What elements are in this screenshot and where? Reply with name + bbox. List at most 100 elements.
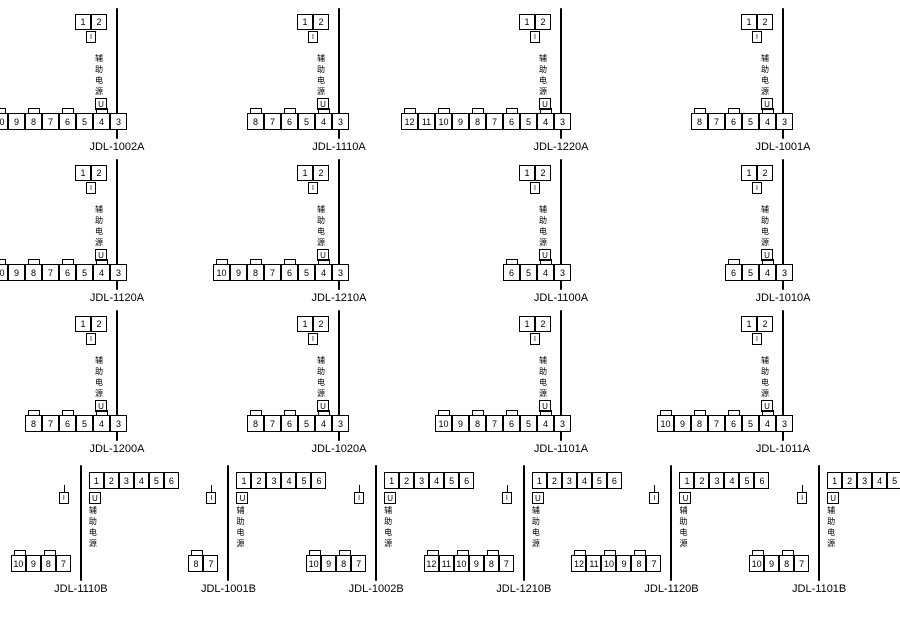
i-label: I	[206, 492, 216, 504]
terminal-cell: 3	[562, 472, 577, 489]
terminal-cell: 1	[384, 472, 399, 489]
aux-power-label: U辅助电源	[532, 492, 544, 549]
terminal-cell: 4	[93, 264, 110, 281]
terminal-cell: 1	[741, 14, 757, 30]
i-label: I	[752, 333, 762, 345]
aux-power-label: 辅助电源U	[761, 204, 773, 261]
i-label: I	[752, 182, 762, 194]
top-pair: 12I	[519, 316, 551, 345]
terminal-cell: 8	[779, 555, 794, 572]
model-label: JDL-1200A	[89, 443, 144, 455]
terminal-cell: 1	[297, 14, 313, 30]
terminal-cell: 8	[469, 113, 486, 130]
terminal-cell: 3	[857, 472, 872, 489]
i-label: I	[308, 182, 318, 194]
terminal-cell: 2	[399, 472, 414, 489]
i-label: I	[86, 333, 96, 345]
terminal-cell: 3	[776, 264, 793, 281]
top-pair: 12I	[741, 14, 773, 43]
model-label: JDL-1210A	[311, 292, 366, 304]
terminal-cell: 8	[469, 415, 486, 432]
terminal-cell: 8	[188, 555, 203, 572]
terminal-cell: 8	[247, 415, 264, 432]
terminal-cell: 6	[503, 113, 520, 130]
aux-power-label: 辅助电源U	[539, 53, 551, 110]
terminal-cell: 10	[11, 555, 26, 572]
terminal-cell: 7	[351, 555, 366, 572]
aux-power-label: 辅助电源U	[95, 355, 107, 412]
top-strip: 123456	[827, 472, 900, 489]
terminal-cell: 10	[657, 415, 674, 432]
terminal-cell: 4	[759, 264, 776, 281]
terminal-cell: 5	[520, 415, 537, 432]
bottom-strip: 10987	[11, 555, 71, 572]
terminal-cell: 6	[607, 472, 622, 489]
terminal-cell: 10	[454, 555, 469, 572]
terminal-cell: 1	[519, 165, 535, 181]
terminal-cell: 4	[537, 264, 554, 281]
terminal-cell: 3	[110, 113, 127, 130]
terminal-cell: 10	[435, 113, 452, 130]
model-label: JDL-1220A	[533, 141, 588, 153]
terminal-cell: 5	[298, 113, 315, 130]
terminal-cell: 4	[93, 415, 110, 432]
i-label: I	[86, 31, 96, 43]
top-pair: 12I	[519, 165, 551, 194]
terminal-cell: 5	[520, 113, 537, 130]
terminal-cell: 4	[315, 113, 332, 130]
terminal-cell: 3	[776, 415, 793, 432]
terminal-cell: 1	[679, 472, 694, 489]
terminal-cell: 7	[56, 555, 71, 572]
terminal-cell: 9	[469, 555, 484, 572]
terminal-cell: 8	[25, 415, 42, 432]
terminal-cell: 1	[75, 165, 91, 181]
model-label: JDL-1110A	[312, 141, 365, 153]
terminal-cell: 9	[26, 555, 41, 572]
terminal-cell: 3	[332, 415, 349, 432]
terminal-cell: 10	[306, 555, 321, 572]
terminal-cell: 8	[691, 415, 708, 432]
diagram-panel: 123456U辅助电源I87	[227, 465, 229, 581]
terminal-cell: 12	[401, 113, 418, 130]
terminal-cell: 5	[592, 472, 607, 489]
terminal-cell: 3	[554, 264, 571, 281]
terminal-cell: 4	[724, 472, 739, 489]
terminal-cell: 6	[725, 264, 742, 281]
terminal-cell: 8	[41, 555, 56, 572]
model-label: JDL-1210B	[496, 583, 551, 595]
diagram-panel: 12I辅助电源U109876543	[338, 159, 340, 290]
terminal-cell: 2	[694, 472, 709, 489]
terminal-cell: 2	[535, 165, 551, 181]
model-label: JDL-1002B	[349, 583, 404, 595]
model-label: JDL-1101A	[534, 443, 588, 455]
terminal-cell: 7	[499, 555, 514, 572]
diagram-panel: 12I辅助电源U876543	[782, 8, 784, 139]
terminal-cell: 4	[315, 415, 332, 432]
terminal-cell: 1	[236, 472, 251, 489]
i-label: I	[530, 333, 540, 345]
i-label: I	[797, 492, 807, 504]
terminal-cell: 3	[414, 472, 429, 489]
terminal-cell: 1	[89, 472, 104, 489]
bottom-strip: 121110987	[424, 555, 514, 572]
terminal-cell: 8	[247, 113, 264, 130]
terminal-cell: 2	[91, 165, 107, 181]
i-label: I	[752, 31, 762, 43]
terminal-cell: 9	[452, 415, 469, 432]
model-label: JDL-1100A	[534, 292, 588, 304]
terminal-cell: 2	[757, 165, 773, 181]
terminal-cell: 5	[742, 113, 759, 130]
aux-power-label: U辅助电源	[236, 492, 248, 549]
terminal-cell: 4	[281, 472, 296, 489]
terminal-cell: 1	[297, 316, 313, 332]
diagram-panel: 12I辅助电源U876543	[116, 310, 118, 441]
terminal-cell: 7	[708, 415, 725, 432]
model-label: JDL-1011A	[756, 443, 810, 455]
terminal-cell: 10	[0, 264, 8, 281]
terminal-cell: 5	[149, 472, 164, 489]
i-label: I	[530, 31, 540, 43]
terminal-cell: 3	[110, 264, 127, 281]
i-label: I	[649, 492, 659, 504]
terminal-cell: 1	[519, 316, 535, 332]
i-label: I	[86, 182, 96, 194]
